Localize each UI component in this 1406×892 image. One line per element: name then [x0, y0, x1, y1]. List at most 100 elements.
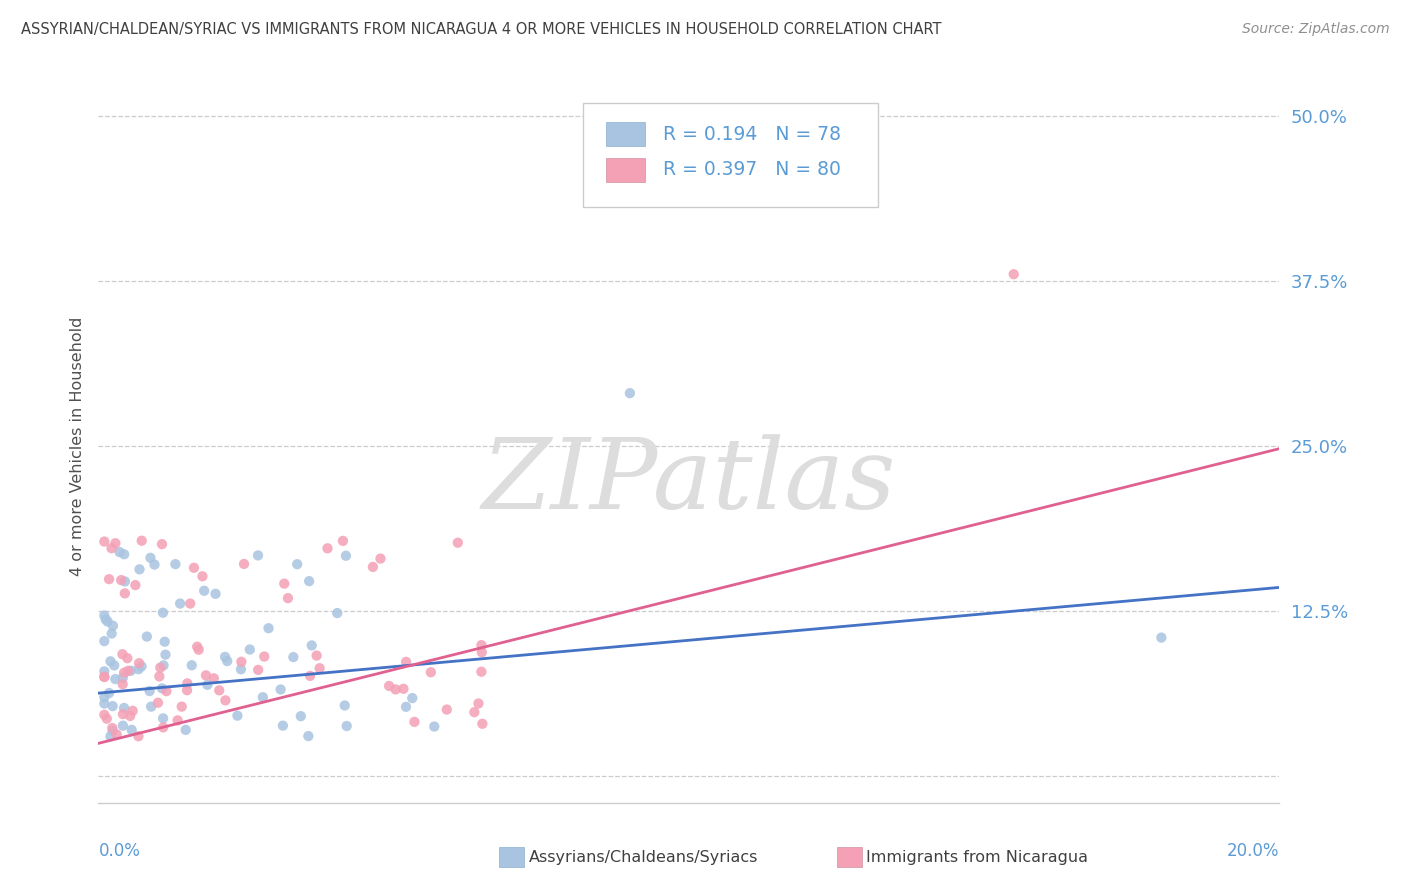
Point — [124, 578, 146, 592]
Point — [239, 642, 262, 657]
Point — [120, 709, 142, 723]
Point — [100, 541, 122, 556]
Point — [336, 719, 359, 733]
Point — [155, 684, 177, 698]
Point — [332, 533, 354, 548]
Point — [370, 551, 392, 566]
Point — [253, 649, 276, 664]
Point — [202, 671, 225, 685]
Point — [419, 665, 441, 680]
Point — [180, 658, 202, 673]
Point — [93, 665, 115, 679]
Point — [233, 557, 256, 571]
Point — [229, 662, 252, 676]
Point — [153, 634, 176, 648]
Text: R = 0.194   N = 78: R = 0.194 N = 78 — [664, 125, 841, 144]
Point — [98, 572, 121, 586]
Point — [100, 626, 122, 640]
Point — [93, 670, 115, 684]
Point — [174, 723, 197, 737]
Point — [187, 642, 209, 657]
Point — [148, 669, 170, 683]
Point — [361, 560, 384, 574]
Point — [169, 597, 191, 611]
Point — [247, 663, 270, 677]
Point — [104, 536, 127, 550]
Point — [146, 696, 169, 710]
Point — [285, 558, 308, 572]
Point — [94, 613, 117, 627]
Point — [114, 574, 136, 589]
Text: 20.0%: 20.0% — [1227, 842, 1279, 861]
Point — [135, 630, 157, 644]
Point — [152, 720, 174, 734]
FancyBboxPatch shape — [582, 103, 877, 207]
Point — [298, 574, 321, 589]
Point — [152, 711, 174, 725]
Point — [301, 639, 323, 653]
Point — [149, 661, 172, 675]
Point — [100, 729, 122, 743]
Point — [197, 678, 219, 692]
Point — [283, 650, 305, 665]
Point — [155, 648, 177, 662]
Point — [470, 665, 492, 679]
Point — [128, 662, 150, 676]
Point — [97, 615, 120, 629]
Point — [98, 686, 121, 700]
Point — [436, 702, 458, 716]
Point — [110, 573, 132, 587]
Text: Assyrians/Chaldeans/Syriacs: Assyrians/Chaldeans/Syriacs — [529, 850, 758, 864]
Point — [93, 670, 115, 684]
Point — [131, 659, 153, 673]
Point — [273, 576, 295, 591]
Point — [217, 654, 239, 668]
Point — [214, 649, 236, 664]
Point — [128, 562, 150, 576]
Point — [193, 583, 215, 598]
Point — [105, 727, 128, 741]
Point — [308, 661, 330, 675]
Point — [143, 558, 166, 572]
Point — [165, 557, 187, 571]
Point — [316, 541, 339, 556]
Point — [467, 697, 489, 711]
Point — [152, 606, 174, 620]
Point — [166, 714, 188, 728]
Point — [423, 720, 446, 734]
Text: ASSYRIAN/CHALDEAN/SYRIAC VS IMMIGRANTS FROM NICARAGUA 4 OR MORE VEHICLES IN HOUS: ASSYRIAN/CHALDEAN/SYRIAC VS IMMIGRANTS F… — [21, 22, 942, 37]
FancyBboxPatch shape — [606, 122, 645, 146]
Point — [93, 608, 115, 623]
Point — [93, 534, 115, 549]
Y-axis label: 4 or more Vehicles in Household: 4 or more Vehicles in Household — [69, 317, 84, 575]
Point — [208, 683, 231, 698]
Point — [152, 658, 174, 673]
Point — [101, 721, 124, 735]
Point — [392, 681, 415, 696]
Point — [128, 657, 150, 671]
Point — [290, 709, 312, 723]
Text: Source: ZipAtlas.com: Source: ZipAtlas.com — [1241, 22, 1389, 37]
Point — [111, 707, 134, 722]
Point — [114, 586, 136, 600]
Point — [93, 697, 115, 711]
Point — [111, 647, 134, 661]
Point — [297, 729, 319, 743]
Point — [176, 676, 198, 690]
Point — [121, 704, 143, 718]
Point — [796, 188, 818, 202]
Point — [186, 640, 208, 654]
Point — [277, 591, 299, 606]
Point — [191, 569, 214, 583]
Point — [214, 693, 236, 707]
Point — [401, 691, 423, 706]
Point — [112, 701, 135, 715]
Point — [108, 545, 131, 559]
Point — [204, 587, 226, 601]
Point — [120, 664, 142, 678]
Point — [384, 682, 406, 697]
Point — [326, 606, 349, 620]
Point — [447, 535, 470, 549]
Point — [179, 597, 201, 611]
Point — [101, 723, 124, 738]
